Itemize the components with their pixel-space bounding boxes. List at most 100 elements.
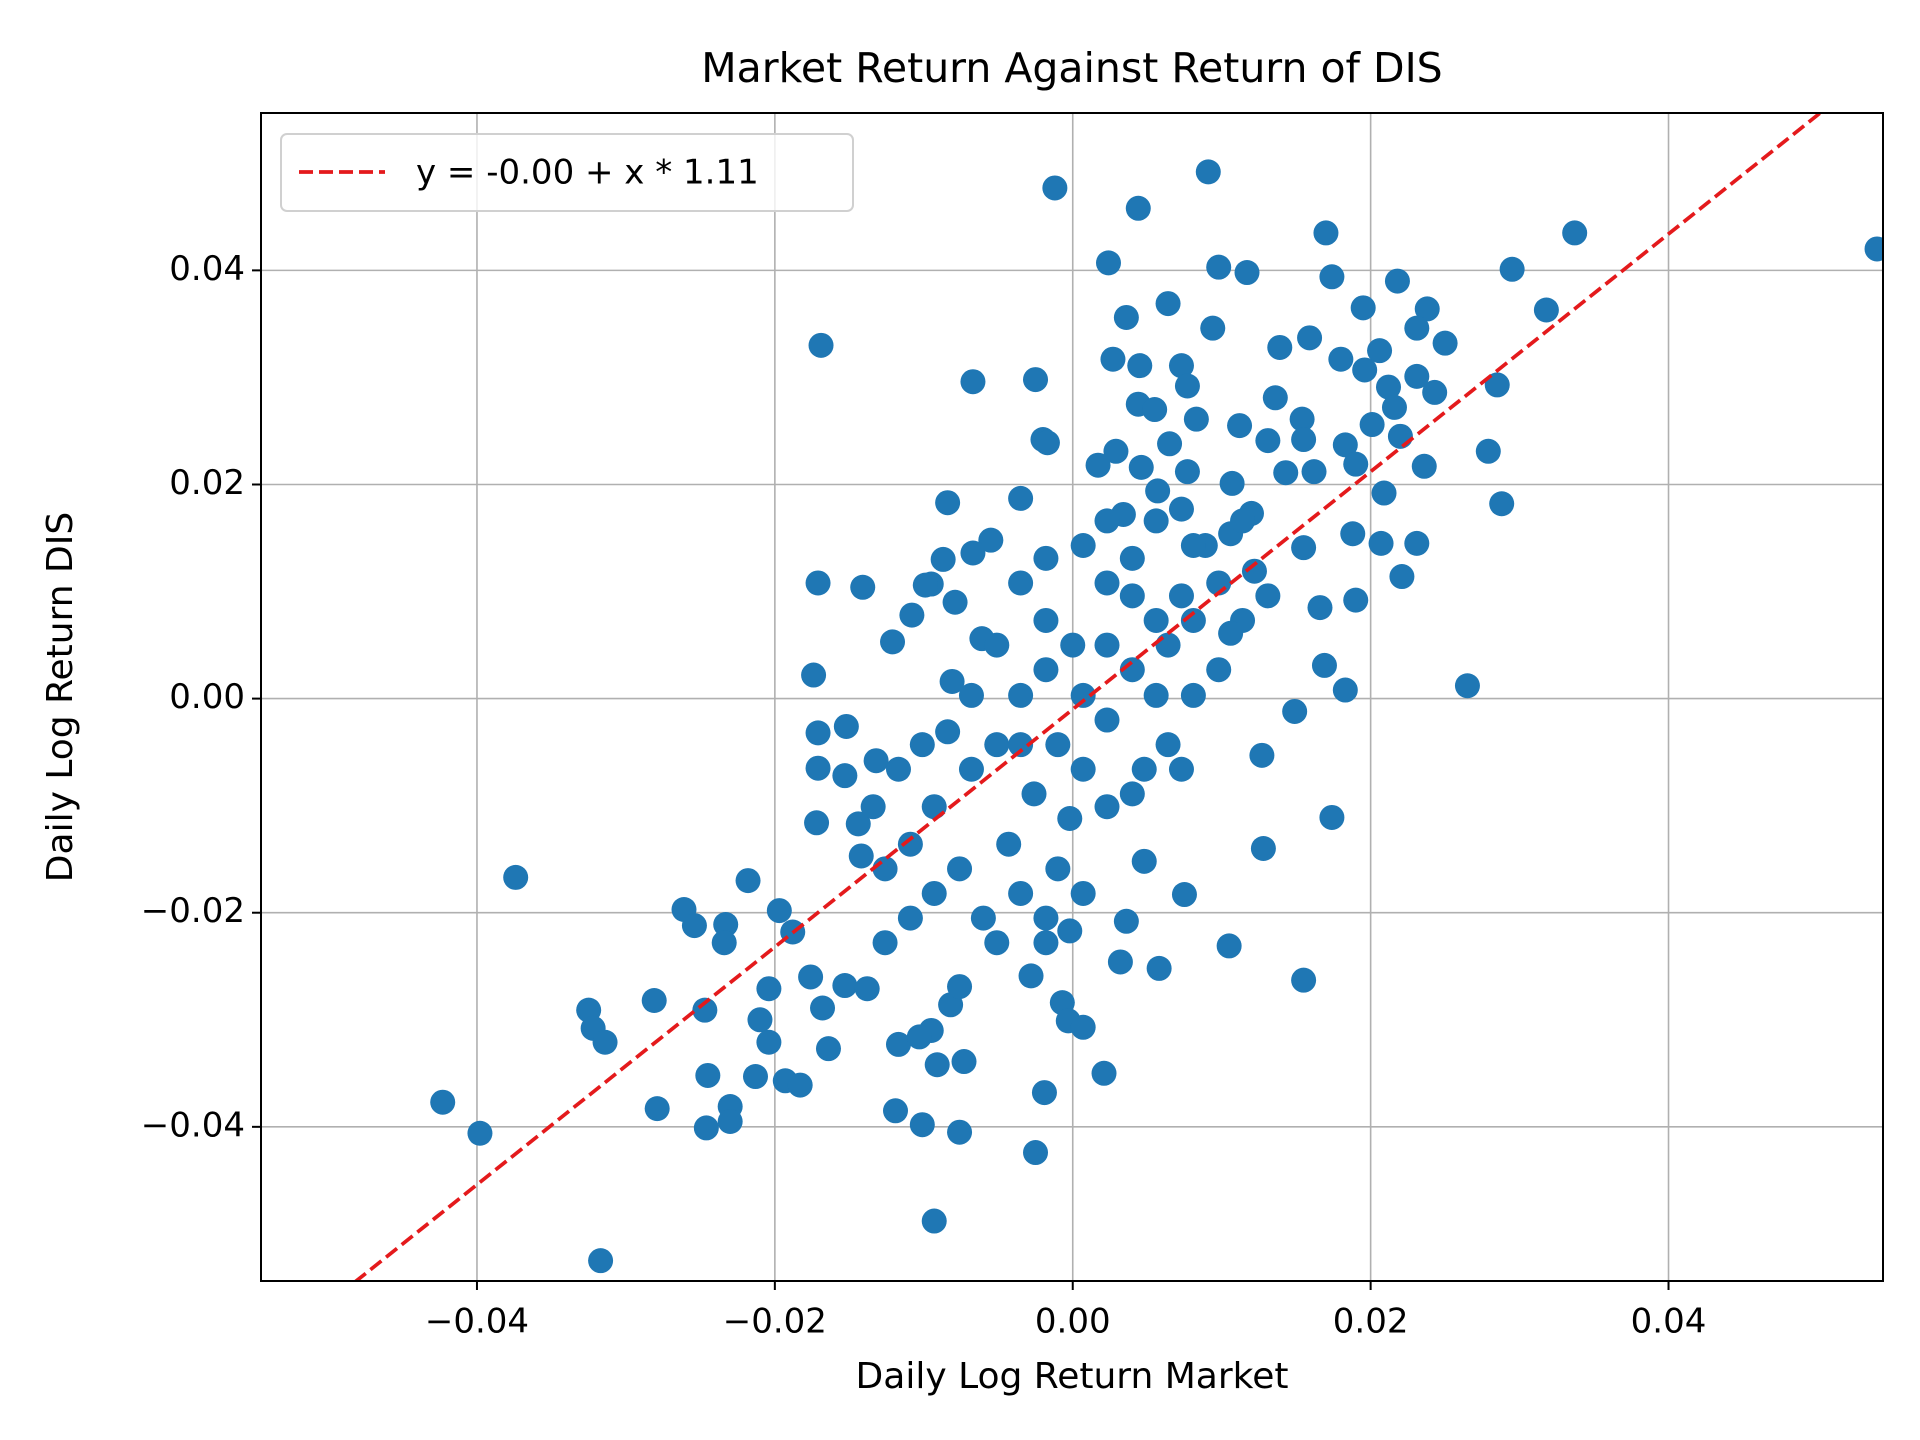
scatter-point: [1301, 459, 1327, 485]
scatter-point: [1018, 963, 1044, 989]
scatter-point: [947, 1119, 973, 1145]
scatter-point: [1070, 880, 1096, 906]
scatter-point: [1155, 632, 1181, 658]
scatter-point: [924, 1052, 950, 1078]
scatter-point: [747, 1007, 773, 1033]
scatter-point: [1125, 195, 1151, 221]
scatter-point: [805, 570, 831, 596]
scatter-point: [1023, 367, 1049, 393]
scatter-point: [1291, 967, 1317, 993]
scatter-point: [1562, 220, 1588, 246]
scatter-point: [711, 930, 737, 956]
scatter-point: [1313, 220, 1339, 246]
scatter-point: [1131, 756, 1157, 782]
scatter-point: [430, 1089, 456, 1115]
legend-box: [280, 133, 854, 212]
scatter-point: [1119, 545, 1145, 571]
scatter-point: [1359, 412, 1385, 438]
x-tick-label: 0.00: [1035, 1302, 1111, 1342]
scatter-point: [1533, 297, 1559, 323]
scatter-point: [906, 1024, 932, 1050]
scatter-point: [1414, 296, 1440, 322]
scatter-point: [1267, 334, 1293, 360]
scatter-point: [1475, 438, 1501, 464]
scatter-point: [1057, 918, 1083, 944]
scatter-point: [978, 527, 1004, 553]
scatter-point: [885, 756, 911, 782]
scatter-point: [984, 732, 1010, 758]
scatter-point: [1343, 451, 1369, 477]
scatter-point: [1183, 406, 1209, 432]
scatter-point: [1127, 353, 1153, 379]
scatter-point: [692, 997, 718, 1023]
scatter-point: [921, 794, 947, 820]
scatter-point: [804, 810, 830, 836]
scatter-point: [845, 811, 871, 837]
plot-area: [353, 113, 1883, 1281]
scatter-point: [1131, 848, 1157, 874]
scatter-point: [909, 1112, 935, 1138]
scatter-point: [681, 913, 707, 939]
scatter-point: [860, 794, 886, 820]
chart-title: Market Return Against Return of DIS: [701, 44, 1442, 92]
scatter-point: [1155, 732, 1181, 758]
scatter-point: [1146, 955, 1172, 981]
scatter-point: [805, 720, 831, 746]
scatter-point: [1389, 564, 1415, 590]
scatter-point: [1376, 374, 1402, 400]
scatter-point: [798, 964, 824, 990]
scatter-point: [693, 1115, 719, 1141]
x-tick-label: −0.04: [425, 1302, 529, 1342]
scatter-point: [713, 911, 739, 937]
scatter-point: [805, 755, 831, 781]
scatter-point: [1216, 933, 1242, 959]
scatter-point: [1171, 882, 1197, 908]
scatter-point: [1180, 607, 1206, 633]
scatter-point: [1340, 521, 1366, 547]
scatter-point: [1094, 794, 1120, 820]
scatter-point: [1432, 330, 1458, 356]
scatter-point: [1234, 260, 1260, 286]
scatter-point: [935, 719, 961, 745]
scatter-point: [1168, 756, 1194, 782]
scatter-point: [872, 930, 898, 956]
scatter-point: [1368, 530, 1394, 556]
scatter-point: [1070, 533, 1096, 559]
scatter-point: [1180, 682, 1206, 708]
legend-label: y = -0.00 + x * 1.11: [416, 153, 759, 193]
scatter-point: [1145, 478, 1171, 504]
scatter-point: [958, 682, 984, 708]
scatter-point: [1033, 905, 1059, 931]
scatter-point: [1241, 558, 1267, 584]
scatter-point: [695, 1062, 721, 1088]
scatter-point: [810, 995, 836, 1021]
scatter-point: [1343, 587, 1369, 613]
y-tick-label: 0.02: [169, 463, 245, 503]
scatter-point: [951, 1049, 977, 1075]
scatter-point: [921, 1208, 947, 1234]
scatter-point: [885, 1031, 911, 1057]
scatter-point: [1273, 460, 1299, 486]
scatter-point: [1070, 682, 1096, 708]
y-tick-label: −0.04: [141, 1105, 245, 1145]
scatter-point: [717, 1108, 743, 1134]
x-tick-label: 0.04: [1631, 1302, 1707, 1342]
scatter-point: [1033, 545, 1059, 571]
scatter-point: [1113, 908, 1139, 934]
scatter-point: [1095, 250, 1121, 276]
scatter-point: [756, 1029, 782, 1055]
scatter-point: [1328, 346, 1354, 372]
scatter-point: [1332, 677, 1358, 703]
scatter-point: [1143, 607, 1169, 633]
scatter-point: [787, 1072, 813, 1098]
scatter-point: [1195, 159, 1221, 185]
scatter-point: [1119, 781, 1145, 807]
scatter-point: [1864, 236, 1883, 262]
scatter-point: [996, 831, 1022, 857]
scatter-point: [947, 974, 973, 1000]
scatter-point: [1057, 806, 1083, 832]
scatter-point: [958, 756, 984, 782]
scatter-point: [1411, 453, 1437, 479]
scatter-point: [850, 574, 876, 600]
